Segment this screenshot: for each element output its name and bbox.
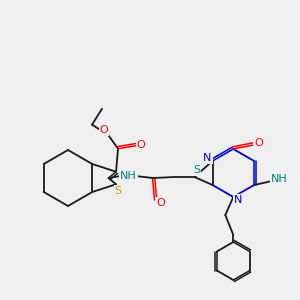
Text: O: O xyxy=(156,198,165,208)
Text: NH: NH xyxy=(271,174,287,184)
Text: O: O xyxy=(254,138,263,148)
Text: O: O xyxy=(100,125,108,135)
Text: S: S xyxy=(115,186,122,196)
Text: S: S xyxy=(193,165,200,175)
Text: N: N xyxy=(234,195,242,205)
Text: O: O xyxy=(137,140,146,150)
Text: N: N xyxy=(203,153,212,163)
Text: NH: NH xyxy=(120,171,137,181)
